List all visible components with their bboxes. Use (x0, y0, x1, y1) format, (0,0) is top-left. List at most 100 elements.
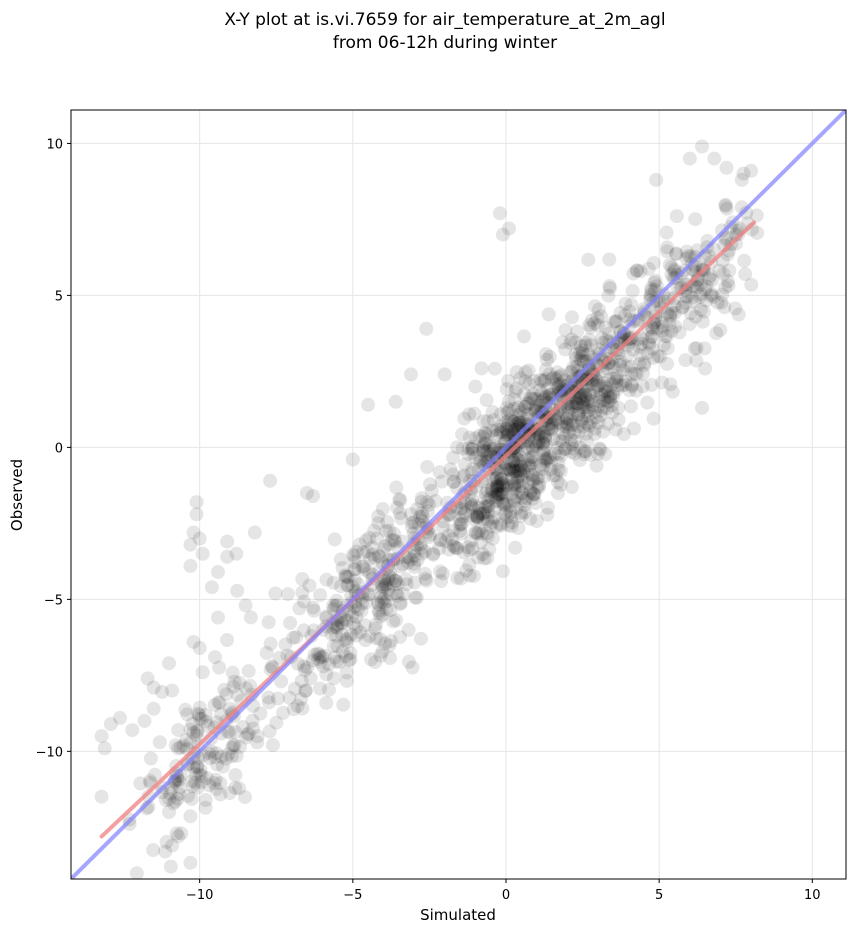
data-point (524, 455, 539, 470)
data-point (190, 759, 205, 774)
data-point (147, 767, 162, 782)
data-point (507, 477, 522, 492)
data-point (551, 475, 565, 490)
data-point (208, 650, 222, 665)
data-point (469, 526, 484, 541)
data-point (663, 377, 678, 392)
data-point (590, 446, 605, 461)
data-point (573, 339, 588, 354)
data-point (129, 866, 144, 879)
data-point (390, 576, 405, 591)
data-point (511, 453, 526, 468)
data-point (662, 317, 677, 331)
data-point (517, 498, 532, 513)
data-point (475, 439, 490, 454)
data-point (579, 392, 594, 407)
data-point (572, 424, 587, 439)
data-point (243, 610, 258, 625)
data-point (540, 450, 555, 465)
data-point (414, 506, 429, 521)
data-point (728, 301, 743, 316)
data-point (513, 371, 528, 386)
data-point (478, 436, 493, 451)
data-point (707, 151, 722, 166)
data-point (479, 393, 494, 408)
data-point (667, 305, 682, 320)
data-point (523, 459, 538, 474)
data-point (195, 546, 210, 561)
data-point (637, 356, 652, 371)
data-point (335, 561, 350, 575)
data-point (565, 407, 580, 422)
data-point (675, 300, 690, 315)
data-point (512, 413, 527, 428)
data-point (185, 779, 200, 794)
data-point (194, 775, 209, 790)
data-point (523, 485, 538, 500)
data-point (222, 725, 237, 740)
data-point (505, 515, 519, 530)
data-point (544, 455, 558, 470)
data-point (264, 659, 279, 674)
data-point (171, 829, 186, 844)
data-point (239, 730, 253, 745)
data-point (512, 454, 526, 469)
data-point (490, 422, 504, 437)
data-point (523, 390, 538, 405)
data-point (625, 283, 640, 298)
data-point (617, 326, 631, 341)
data-point (199, 771, 214, 785)
data-point (211, 565, 225, 579)
data-point (456, 468, 471, 483)
data-point (710, 295, 725, 310)
data-point (377, 595, 392, 610)
data-point (568, 335, 583, 350)
data-point (524, 467, 539, 482)
data-point (577, 387, 592, 402)
data-point (547, 447, 562, 462)
data-point (209, 746, 224, 761)
data-point (509, 501, 524, 516)
data-point (447, 474, 462, 489)
data-point (566, 418, 581, 433)
data-point (194, 712, 209, 726)
data-point (632, 339, 647, 354)
data-point (245, 713, 260, 728)
data-point (591, 415, 606, 430)
data-point (501, 427, 515, 442)
data-point (521, 476, 536, 491)
data-point (300, 660, 315, 675)
data-point (477, 426, 492, 440)
y-tick-label: 0 (55, 441, 63, 456)
data-point (609, 371, 624, 386)
data-point (344, 627, 359, 642)
data-point (358, 633, 373, 648)
data-point (538, 451, 553, 466)
data-point (525, 449, 540, 464)
data-point (481, 453, 496, 468)
data-point (335, 627, 350, 642)
data-point (571, 408, 586, 423)
data-point (705, 273, 720, 288)
data-point (510, 452, 525, 467)
data-point (470, 510, 485, 525)
data-point (288, 681, 302, 696)
data-point (592, 377, 607, 392)
data-point (272, 650, 287, 665)
data-point (467, 406, 482, 421)
data-point (202, 746, 216, 761)
y-tick-label: 5 (55, 289, 63, 304)
data-point (597, 400, 611, 415)
data-point (502, 461, 517, 476)
data-point (515, 403, 530, 418)
data-point (583, 447, 598, 462)
data-point (489, 428, 504, 443)
data-point (445, 532, 460, 547)
data-point (509, 381, 524, 396)
data-point (550, 365, 565, 380)
data-point (493, 407, 508, 422)
data-point (610, 368, 625, 383)
data-point (609, 374, 624, 389)
data-point (597, 393, 612, 408)
data-point (492, 206, 507, 221)
